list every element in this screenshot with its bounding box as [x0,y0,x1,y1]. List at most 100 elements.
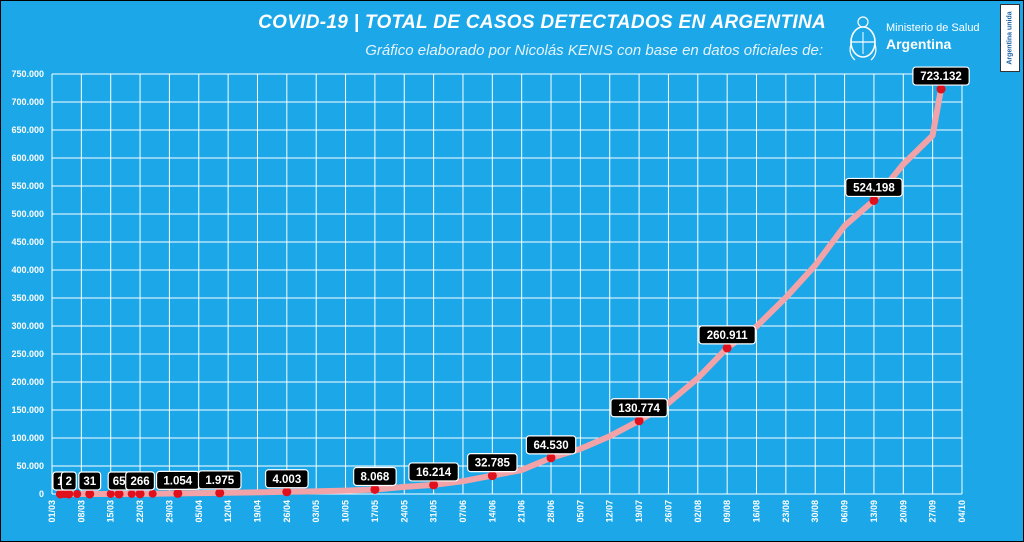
cases-line [57,86,944,497]
data-label: 1.054 [155,470,200,491]
x-tick-label: 05/07 [575,500,585,523]
argentina-coat-of-arms-icon [849,16,877,61]
x-tick-label: 13/09 [869,500,879,523]
data-label-box [408,462,459,482]
y-tick-label: 500.000 [11,209,44,219]
data-label-box [698,325,756,345]
data-label-text: 64.530 [533,440,568,452]
data-label-box [912,66,970,86]
y-tick-label: 750.000 [11,69,44,79]
x-tick-label: 12/07 [605,500,615,523]
data-label-text: 8.068 [361,471,390,483]
y-tick-label: 450.000 [11,237,44,247]
data-label-box [610,398,668,418]
x-tick-label: 04/10 [957,500,967,523]
x-tick-label: 08/03 [76,500,86,523]
y-tick-label: 600.000 [11,153,44,163]
x-tick-label: 20/09 [898,500,908,523]
x-tick-label: 27/09 [928,500,938,523]
data-label-box [845,177,903,198]
data-label-text: 266 [130,476,149,488]
x-tick-label: 26/07 [663,500,673,523]
data-label-box [264,469,309,489]
y-tick-label: 350.000 [11,293,44,303]
data-label-text: 16.214 [416,467,452,479]
x-tick-label: 07/06 [458,500,468,523]
x-tick-label: 10/05 [341,500,351,523]
x-tick-label: 22/03 [135,500,145,523]
x-tick-label: 23/08 [781,500,791,523]
logo-ministerio-text: Ministerio de Salud [886,22,980,34]
x-tick-label: 28/06 [546,500,556,523]
y-tick-label: 400.000 [11,265,44,275]
data-label: 4.003 [264,469,309,489]
x-tick-label: 05/04 [194,500,204,523]
data-label-box [60,471,77,491]
data-point-marker [429,480,439,490]
y-tick-label: 550.000 [11,181,44,191]
data-label-text: 65 [113,476,126,488]
y-tick-label: 650.000 [11,125,44,135]
x-tick-label: 03/05 [311,500,321,523]
data-label: 524.198 [845,177,903,198]
data-point-marker [546,453,556,463]
data-label-text: 260.911 [707,330,749,342]
data-point-marker [148,489,157,498]
x-tick-label: 24/05 [399,500,409,523]
x-tick-label: 02/08 [693,500,703,523]
grid-lines [51,73,963,495]
data-point-marker [722,343,732,353]
x-tick-label: 17/05 [370,500,380,523]
x-axis: 01/03 08/03 15/03 22/03 29/03 05/04 12/04 19/04… [47,500,967,523]
data-label-box [125,471,156,491]
data-point-marker [135,489,145,499]
data-label: 1.975 [197,470,242,490]
data-label-text: 130.774 [618,403,660,415]
data-point-marker [215,488,225,498]
x-tick-label: 15/03 [106,500,116,523]
data-label-text: 4.003 [272,474,301,486]
data-point-marker [634,416,644,426]
y-tick-label: 300.000 [11,321,44,331]
series-cases [57,86,944,497]
data-label-text: 31 [83,476,96,488]
chart-subtitle: Gráfico elaborado por Nicolás KENIS con … [365,42,823,59]
x-tick-label: 14/06 [487,500,497,523]
data-point-marker [127,489,136,498]
data-label-text: 1 [57,476,64,488]
data-label: 723.132 [912,66,970,86]
data-point-marker [85,489,95,499]
data-label: 2 [60,471,77,491]
data-labels: 1 2 31 65 266 1.054 1.975 4.003 8.068 16.214 32.78… [52,66,970,491]
data-label: 260.911 [698,325,756,345]
data-point-marker [106,489,115,498]
x-tick-label: 29/03 [164,500,174,523]
ministerio-logo: Ministerio de Salud Argentina [844,12,994,68]
y-tick-label: 200.000 [11,377,44,387]
data-label-box [197,470,242,490]
y-tick-label: 700.000 [11,97,44,107]
x-tick-label: 21/06 [517,500,527,523]
data-label: 130.774 [610,398,668,418]
y-tick-label: 250.000 [11,349,44,359]
data-label: 8.068 [353,466,397,487]
data-label-text: 1.054 [163,475,192,487]
x-tick-label: 31/05 [429,500,439,523]
argentina-unida-badge: Argentina unida [1000,4,1020,72]
data-label-text: 524.198 [853,182,895,194]
y-tick-label: 0 [39,489,44,499]
x-tick-label: 19/04 [252,500,262,523]
data-point-marker [282,487,292,497]
data-point-marker [869,195,879,205]
x-tick-label: 19/07 [634,500,644,523]
data-point-marker [936,84,946,94]
logo-argentina-text: Argentina [886,36,952,52]
data-point-marker [487,471,497,481]
data-label-text: 2 [66,476,72,488]
data-point-marker [64,489,74,499]
x-tick-label: 09/08 [722,500,732,523]
data-label-text: 1.975 [205,475,234,487]
data-label: 31 [78,471,102,491]
